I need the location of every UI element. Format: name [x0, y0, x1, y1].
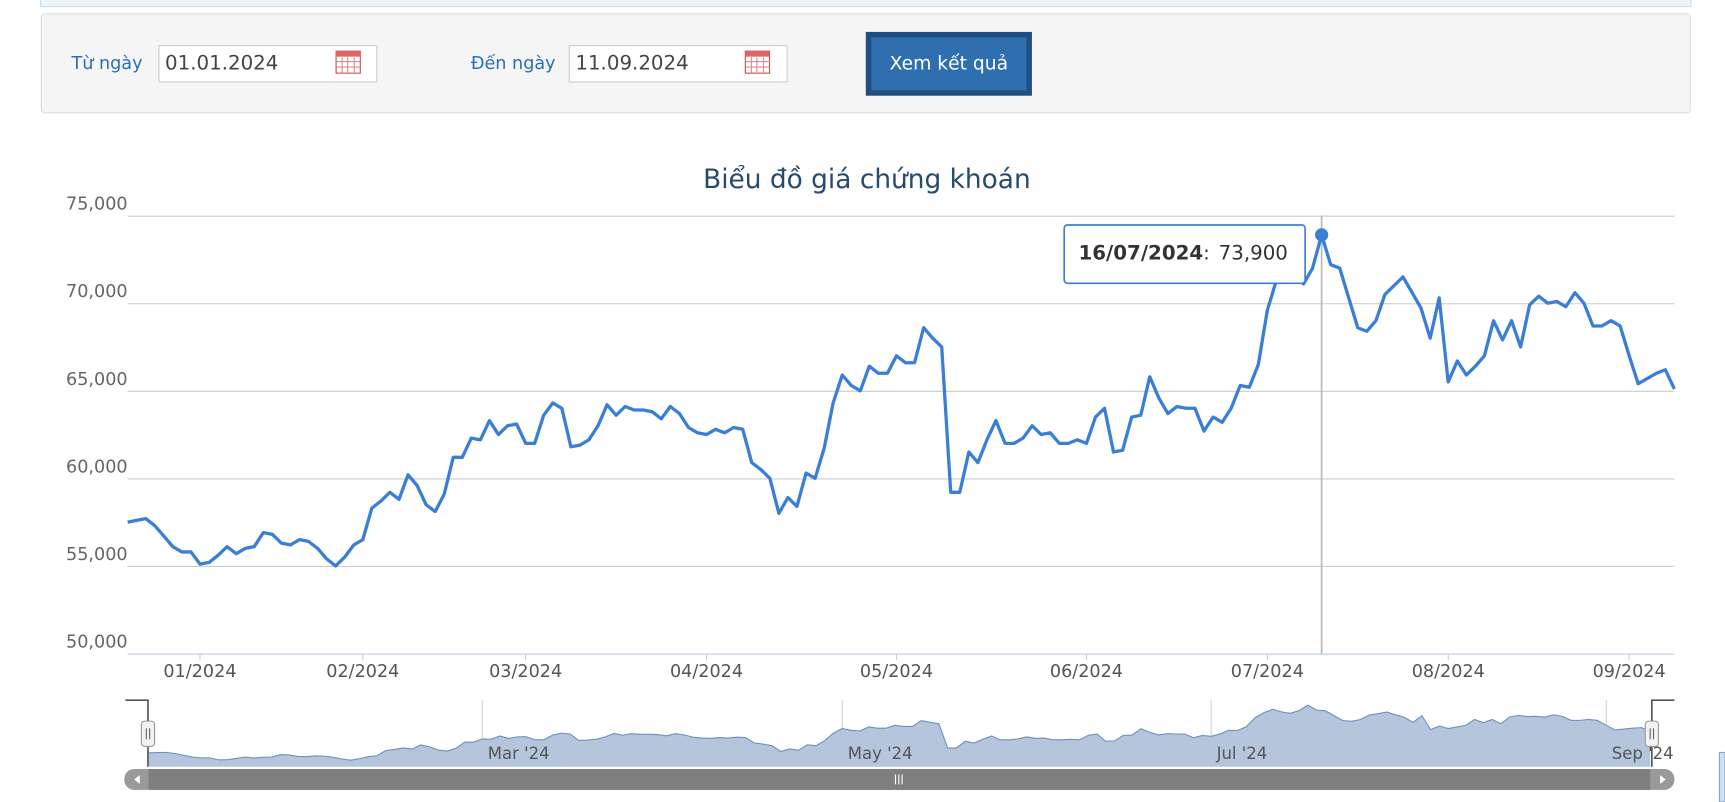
tooltip-box: [1063, 224, 1306, 285]
y-tick-label: 65,000: [66, 370, 128, 390]
y-tick-label: 75,000: [66, 195, 128, 215]
chart-title: Biểu đồ giá chứng khoán: [703, 164, 1031, 195]
navigator-line: [148, 704, 1651, 761]
x-tick-label: 05/2024: [860, 662, 933, 682]
navigator: Mar '24 May '24 Jul '24 Sep '24: [125, 699, 1675, 767]
calendar-grid: [745, 57, 771, 74]
scroll-right-arrow: [1660, 775, 1666, 784]
handle-grip: [1649, 728, 1655, 740]
navigator-tick-label: Jul '24: [1216, 744, 1268, 763]
handle-box: [1644, 720, 1659, 747]
y-tick-label: 70,000: [66, 282, 128, 302]
tooltip-separator: :: [1203, 241, 1210, 264]
x-tick-label: 08/2024: [1412, 662, 1485, 682]
navigator-tick-label: Mar '24: [488, 744, 550, 763]
calendar-grid: [336, 57, 361, 74]
scroll-left-arrow: [134, 775, 140, 784]
handle-box: [140, 720, 156, 747]
top-strip: [40, 0, 1692, 8]
edge-widget: [1718, 751, 1725, 802]
price-line: [127, 233, 1676, 568]
button-label: Xem kết quả: [890, 52, 1008, 74]
navigator-area: [148, 705, 1651, 767]
calendar-top: [745, 51, 770, 57]
x-tick-label: 07/2024: [1231, 662, 1304, 682]
x-tick-label: 03/2024: [489, 662, 562, 682]
handle-grip: [145, 728, 151, 740]
scrollbar[interactable]: [124, 768, 1675, 790]
navigator-handle-left[interactable]: [140, 720, 156, 747]
tooltip-text: 16/07/2024: 73,900: [1078, 241, 1287, 264]
hover-point: [1315, 228, 1329, 242]
scroll-grip: [894, 774, 903, 785]
tooltip-date: 16/07/2024: [1078, 241, 1203, 264]
y-tick-label: 50,000: [66, 632, 128, 652]
x-tick-label: 02/2024: [326, 662, 399, 682]
plot: 50,000 55,000 60,000 65,000 70,000 75,000 01/2…: [66, 195, 1676, 682]
y-tick-label: 60,000: [66, 457, 128, 477]
y-tick-label: 55,000: [66, 545, 128, 565]
to-label: Đến ngày: [471, 53, 556, 74]
x-tick-label: 04/2024: [670, 662, 743, 682]
from-value: 01.01.2024: [165, 51, 278, 74]
tooltip-value: 73,900: [1219, 241, 1288, 264]
x-tick-label: 09/2024: [1593, 662, 1666, 682]
from-label: Từ ngày: [71, 54, 143, 74]
button-face: [871, 37, 1027, 91]
x-tick-label: 06/2024: [1050, 662, 1123, 682]
navigator-handle-right[interactable]: [1644, 720, 1659, 747]
calendar-icon[interactable]: [335, 50, 361, 74]
navigator-tick-label: Sep '24: [1612, 744, 1674, 763]
calendar-icon[interactable]: [744, 50, 771, 74]
to-value: 11.09.2024: [575, 51, 688, 74]
submit-button[interactable]: Xem kết quả: [865, 31, 1032, 96]
x-tick-label: 01/2024: [163, 662, 236, 682]
calendar-top: [336, 51, 361, 57]
navigator-tick-label: May '24: [848, 744, 913, 763]
